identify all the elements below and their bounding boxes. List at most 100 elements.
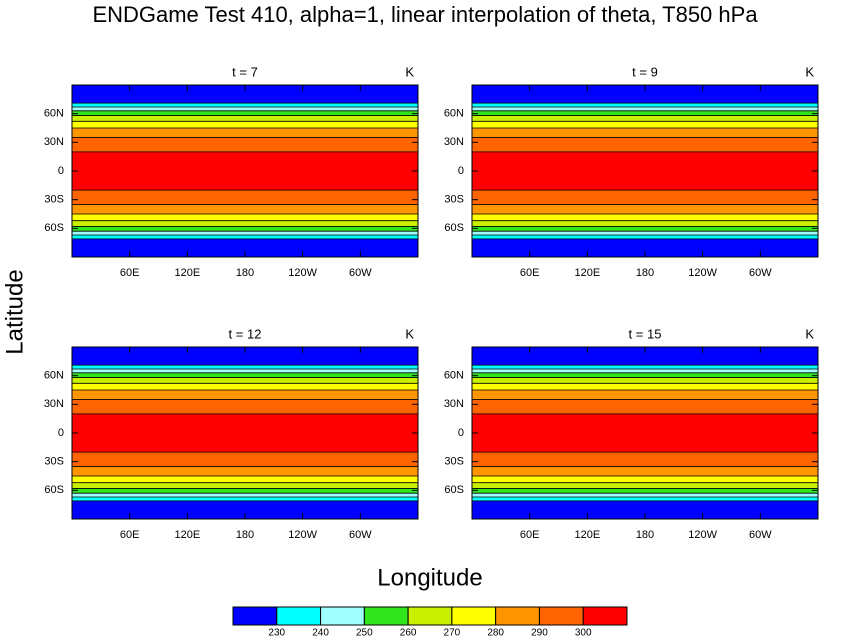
colorbar-label: 230 [268,628,285,638]
contour-band [472,115,818,122]
contour-band [472,500,818,519]
colorbar-swatch [276,606,322,626]
x-tick-label: 60E [120,529,140,541]
contour-band [72,235,418,239]
colorbar-label: 290 [531,628,548,638]
x-tick-label: 60W [749,267,772,279]
x-tick-label: 60W [349,267,372,279]
contour-band [472,390,818,400]
colorbar-swatch [451,606,497,626]
x-tick-label: 120E [174,267,200,279]
contour-band [72,226,418,232]
colorbar-swatch [407,606,453,626]
contour-band [72,476,418,483]
contour-band [472,399,818,414]
x-tick-label: 180 [236,267,254,279]
contour-band [72,238,418,257]
contour-band [72,368,418,373]
x-tick-label: 120W [688,267,717,279]
y-tick-label: 60N [44,370,64,382]
y-axis-label: Latitude [1,269,28,354]
colorbar-swatch [363,606,409,626]
contour-band [72,151,418,191]
colorbar-swatch [232,606,278,626]
colorbar-label: 270 [444,628,461,638]
contour-band [472,85,818,104]
contour-band [472,347,818,366]
contour-band [472,235,818,239]
contour-band [472,238,818,257]
panel-title: t = 12 [229,326,262,341]
x-tick-label: 120E [574,529,600,541]
contour-band [472,383,818,390]
x-axis-label: Longitude [377,564,482,591]
contour-band [72,466,418,476]
x-tick-label: 60E [120,267,140,279]
y-tick-label: 60N [44,108,64,120]
panel-units: K [805,64,814,79]
contour-band [472,106,818,111]
contour-band [472,413,818,453]
contour-band [72,347,418,366]
contour-band [72,390,418,400]
contour-band [72,115,418,122]
x-tick-label: 180 [236,529,254,541]
y-tick-label: 30S [444,456,464,468]
x-tick-label: 60W [349,529,372,541]
contour-band [72,220,418,227]
contour-band [72,413,418,453]
contour-band [472,365,818,369]
colorbar-label: 260 [400,628,417,638]
contour-band [72,452,418,467]
x-tick-label: 120W [288,267,317,279]
colorbar-swatch [495,606,540,626]
contour-band [72,377,418,384]
y-tick-label: 60N [444,108,464,120]
contour-band [472,231,818,236]
x-tick-label: 180 [636,529,654,541]
contour-band [472,137,818,152]
contour-band [72,121,418,128]
contour-band [472,493,818,498]
contour-band [72,493,418,498]
y-tick-label: 30N [444,398,464,410]
contour-band [72,497,418,501]
contour-band [472,466,818,476]
contour-band [72,106,418,111]
contour-band [472,482,818,489]
colorbar-label: 280 [487,628,504,638]
x-tick-label: 120E [574,267,600,279]
contour-band [72,204,418,214]
y-tick-label: 60S [444,484,464,496]
contour-band [72,85,418,104]
y-tick-label: 30N [44,136,64,148]
contour-band [72,110,418,116]
contour-band [472,377,818,384]
contour-band [472,220,818,227]
contour-band [72,231,418,236]
panel-title: t = 15 [629,326,662,341]
contour-band [472,368,818,373]
y-tick-label: 0 [458,427,464,439]
x-tick-label: 60E [520,529,540,541]
contour-band [472,190,818,205]
contour-band [72,488,418,494]
panel-units: K [805,326,814,341]
contour-band [472,204,818,214]
contour-band [72,482,418,489]
contour-band [472,121,818,128]
contour-band [472,452,818,467]
contour-band [72,137,418,152]
contour-band [72,365,418,369]
contour-band [72,500,418,519]
x-tick-label: 60E [520,267,540,279]
title: ENDGame Test 410, alpha=1, linear interp… [92,2,758,27]
contour-band [472,128,818,138]
panel-units: K [405,64,414,79]
colorbar-swatch [582,606,628,626]
y-tick-label: 30N [44,398,64,410]
panel-title: t = 9 [632,64,658,79]
colorbar-swatch [320,606,365,626]
y-tick-label: 60N [444,370,464,382]
